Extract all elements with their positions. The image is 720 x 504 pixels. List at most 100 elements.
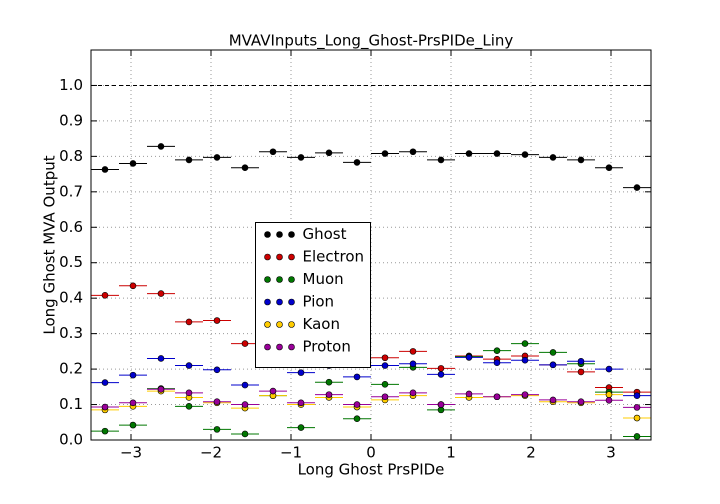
y-tick-label: 1.0	[59, 76, 83, 94]
y-tick-label: 0.5	[59, 253, 83, 271]
x-tick-label: −2	[200, 444, 222, 462]
data-point	[241, 340, 249, 347]
legend-frame	[255, 222, 371, 368]
data-point	[381, 150, 389, 157]
data-point	[185, 318, 193, 326]
legend-marker	[264, 276, 271, 283]
data-point	[465, 354, 473, 361]
data-point	[185, 403, 193, 410]
y-tick-label: 0.0	[59, 431, 83, 449]
y-tick-label: 0.2	[59, 360, 83, 378]
data-point	[241, 164, 249, 172]
x-tick-label: −1	[280, 444, 302, 462]
data-point	[409, 360, 417, 368]
legend-label: Ghost	[303, 225, 347, 243]
data-point	[549, 349, 557, 356]
legend-marker	[264, 253, 271, 261]
legend-marker	[288, 231, 295, 238]
data-point	[157, 355, 165, 362]
data-point	[605, 391, 613, 398]
data-point	[353, 159, 361, 166]
data-point	[101, 379, 109, 386]
data-point	[633, 184, 641, 191]
data-point	[381, 362, 389, 369]
data-point	[325, 391, 333, 398]
legend-marker	[264, 231, 271, 238]
data-point	[409, 389, 417, 397]
legend-label: Pion	[303, 293, 335, 311]
legend-marker	[276, 231, 283, 238]
data-point	[605, 396, 613, 404]
data-point	[241, 381, 249, 389]
data-point	[353, 415, 361, 423]
legend-marker	[288, 343, 295, 351]
legend-marker	[276, 321, 283, 328]
data-point	[633, 404, 641, 411]
x-tick-label: 2	[526, 444, 536, 462]
data-point	[157, 290, 165, 297]
data-point	[521, 356, 529, 364]
data-point	[101, 292, 109, 299]
data-point	[297, 399, 305, 407]
legend-marker	[264, 321, 271, 328]
data-point	[129, 282, 137, 290]
legend-marker	[288, 276, 295, 283]
data-point	[353, 401, 361, 408]
data-point	[213, 317, 221, 324]
legend-marker	[288, 321, 295, 328]
data-point	[213, 426, 221, 433]
data-point	[521, 391, 529, 398]
data-point	[605, 365, 613, 373]
y-axis-label: Long Ghost MVA Output	[41, 155, 59, 334]
data-point	[521, 151, 529, 158]
data-point	[409, 148, 417, 156]
x-tick-label: −3	[120, 444, 142, 462]
plot-frame	[90, 49, 652, 441]
legend: Ghost Electron Muon Pion Kaon Proton	[255, 222, 371, 368]
legend-label: Kaon	[303, 315, 340, 333]
data-point	[297, 369, 305, 376]
data-point	[465, 150, 473, 157]
data-point	[269, 387, 277, 395]
x-tick-label: 3	[606, 444, 616, 462]
legend-marker	[276, 298, 283, 306]
data-point	[241, 430, 249, 438]
data-point	[185, 362, 193, 369]
data-point	[521, 340, 529, 347]
y-tick-label: 0.9	[59, 111, 83, 129]
data-point	[409, 348, 417, 355]
y-tick-label: 0.3	[59, 324, 83, 342]
data-point	[549, 396, 557, 404]
data-point	[101, 427, 109, 435]
data-point	[185, 156, 193, 164]
data-point	[437, 365, 445, 372]
x-tick-label: 1	[446, 444, 456, 462]
data-point	[213, 398, 221, 406]
legend-label: Proton	[303, 338, 351, 356]
data-point	[157, 143, 165, 150]
legend-label: Muon	[303, 270, 344, 288]
data-point	[101, 166, 109, 173]
y-tick-label: 0.1	[59, 395, 83, 413]
data-point	[633, 414, 641, 422]
data-point	[605, 164, 613, 172]
data-point	[297, 154, 305, 161]
legend-marker	[264, 298, 271, 306]
legend-marker	[288, 253, 295, 261]
legend-marker	[276, 343, 283, 351]
data-point	[213, 154, 221, 161]
data-point	[465, 390, 473, 398]
data-point	[213, 366, 221, 374]
chart-title: MVAVInputs_Long_Ghost-PrsPIDe_Liny	[229, 32, 514, 51]
data-point	[129, 371, 137, 379]
data-point	[577, 357, 585, 365]
y-tick-label: 0.4	[59, 289, 83, 307]
legend-marker	[264, 343, 271, 351]
data-point	[129, 399, 137, 407]
data-point	[437, 401, 445, 408]
y-tick-label: 0.6	[59, 218, 83, 236]
data-point	[381, 354, 389, 362]
data-point	[353, 373, 361, 381]
data-point	[325, 149, 333, 157]
